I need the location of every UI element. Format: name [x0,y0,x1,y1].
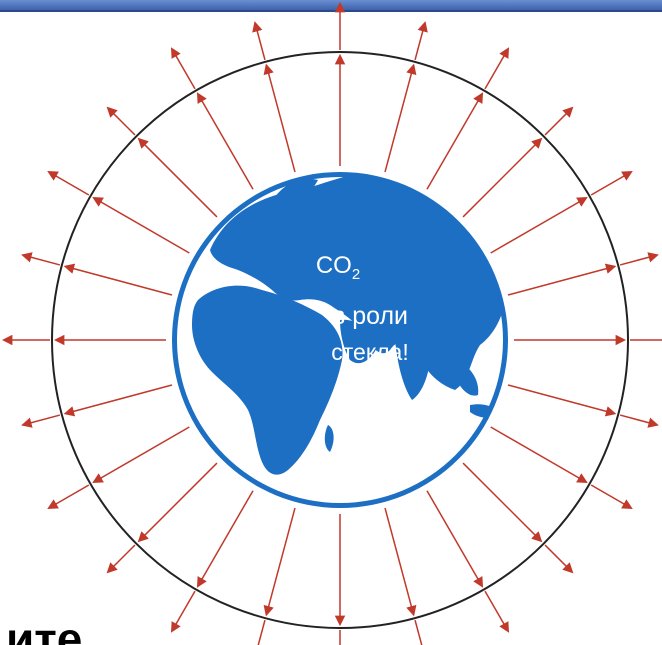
outer-arrow [257,619,266,645]
madagascar-landmass [324,425,334,452]
southeast-asia-landmass [455,360,479,396]
cropped-bottom-text: ите [6,613,83,645]
outer-arrow [47,170,90,196]
inner-arrow [426,92,484,190]
outer-arrow [170,590,196,633]
inner-arrow [63,384,173,417]
label-line3: стекла! [331,339,409,365]
outer-arrow [252,21,266,61]
inner-arrow [137,462,218,543]
scandinavia-landmass [270,178,318,215]
inner-arrow [384,63,417,173]
outer-arrow [21,414,61,428]
atmosphere-ring [51,51,629,629]
inner-arrow [92,426,190,484]
inner-arrow [426,490,484,588]
inner-arrow [196,490,254,588]
eurasia-landmass [210,175,505,390]
outer-arrow [544,106,574,136]
outer-arrow [590,170,633,196]
inner-arrow [137,137,218,218]
inner-arrow [196,92,254,190]
inner-arrow [507,384,617,417]
outer-arrow [106,544,136,574]
outer-arrow [21,252,61,266]
inner-arrow [263,63,296,173]
inner-arrow [263,507,296,617]
outer-arrow [590,484,633,510]
outer-arrow [544,544,574,574]
outer-arrow [484,47,510,90]
outer-arrow [619,252,659,266]
label-line1-sub: 2 [352,266,360,283]
arabia-landmass [340,319,378,364]
africa-landmass [192,285,343,475]
outer-arrow [47,484,90,510]
globe-icon [172,172,508,508]
label-line2: в роли [332,302,408,330]
inner-arrow [384,507,417,617]
inner-arrow [507,263,617,296]
inner-arrow [92,196,190,254]
inner-arrow [490,196,588,254]
inner-arrow [462,137,543,218]
outer-arrow [619,414,659,428]
australia-landmass [477,426,505,466]
svg-text:CO2: CO2 [316,252,360,283]
top-bar [0,0,662,12]
outer-arrow [484,590,510,633]
outer-arrow [414,619,423,645]
outer-arrow [106,106,136,136]
inner-arrow [490,426,588,484]
india-landmass [395,339,430,400]
inner-arrow [462,462,543,543]
label-line1: CO [316,252,352,279]
outer-arrow [170,47,196,90]
inner-arrow [63,263,173,296]
outer-arrow [414,21,428,61]
co2-label: CO2 в роли стекла! [316,252,409,365]
